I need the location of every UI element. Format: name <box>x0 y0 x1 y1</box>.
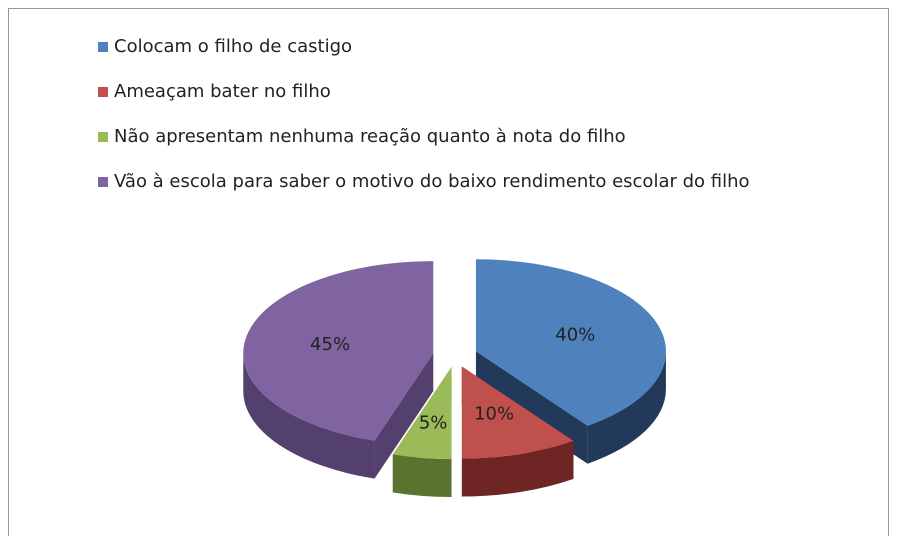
slice-side <box>243 353 375 479</box>
slice-side <box>461 440 574 497</box>
pie-slice <box>461 366 574 497</box>
data-label: 45% <box>310 334 350 355</box>
legend-label: Não apresentam nenhuma reação quanto à n… <box>114 126 626 147</box>
data-label: 10% <box>474 404 514 425</box>
data-label: 5% <box>419 412 448 433</box>
slice-side <box>587 351 666 464</box>
slice-top <box>392 366 452 459</box>
slice-wall <box>374 353 434 479</box>
legend-swatch <box>98 42 108 52</box>
pie-slice <box>243 261 434 479</box>
pie-slice <box>392 366 452 497</box>
legend-label: Colocam o filho de castigo <box>114 36 352 57</box>
slice-side <box>392 454 452 497</box>
slice-top <box>461 366 574 459</box>
slice-top <box>475 259 666 426</box>
legend-swatch <box>98 87 108 97</box>
legend-label: Ameaçam bater no filho <box>114 81 331 102</box>
slice-top <box>243 261 434 441</box>
data-label: 40% <box>555 325 595 346</box>
legend-swatch <box>98 132 108 142</box>
legend-swatch <box>98 177 108 187</box>
legend-label: Vão à escola para saber o motivo do baix… <box>114 171 750 192</box>
